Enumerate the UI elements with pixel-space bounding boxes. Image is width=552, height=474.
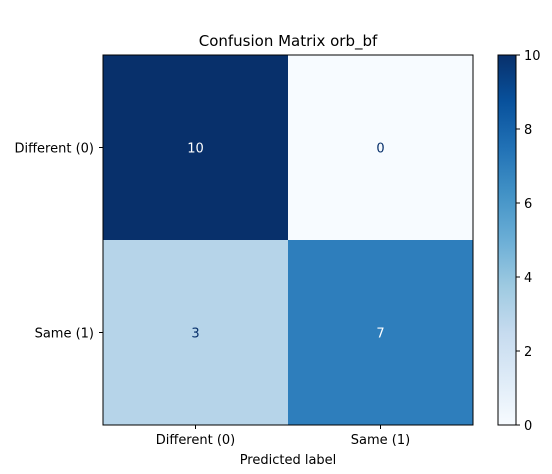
colorbar-tick-label: 2 [524,345,532,360]
cell-value-label: 0 [376,142,384,157]
plot-frame [102,54,474,426]
colorbar [497,54,517,426]
colorbar-ticks: 0 2 4 6 8 10 [516,49,541,434]
chart-title: Confusion Matrix orb_bf [199,32,378,51]
heatmap-cells [103,55,473,425]
heatmap-cell [288,55,473,240]
cell-value-label: 7 [376,327,384,342]
y-axis-ticks: Different (0) Same (1) [14,142,103,342]
colorbar-tick-label: 8 [524,123,532,138]
y-tick-label: Different (0) [14,142,94,157]
x-tick-label: Same (1) [351,433,410,448]
y-tick-label: Same (1) [35,327,94,342]
cell-value-label: 3 [191,327,199,342]
heatmap-cell-labels: 10 0 3 7 [187,142,384,342]
heatmap-cell [103,240,288,425]
x-tick-label: Different (0) [156,433,236,448]
x-axis-ticks: Different (0) Same (1) [156,425,410,448]
colorbar-tick-label: 4 [524,271,532,286]
heatmap-cell [103,55,288,240]
colorbar-tick-label: 6 [524,197,532,212]
colorbar-tick-label: 0 [524,419,532,434]
heatmap-cell [288,240,473,425]
x-axis-label: Predicted label [240,453,337,468]
cell-value-label: 10 [187,142,204,157]
colorbar-tick-label: 10 [524,49,541,64]
